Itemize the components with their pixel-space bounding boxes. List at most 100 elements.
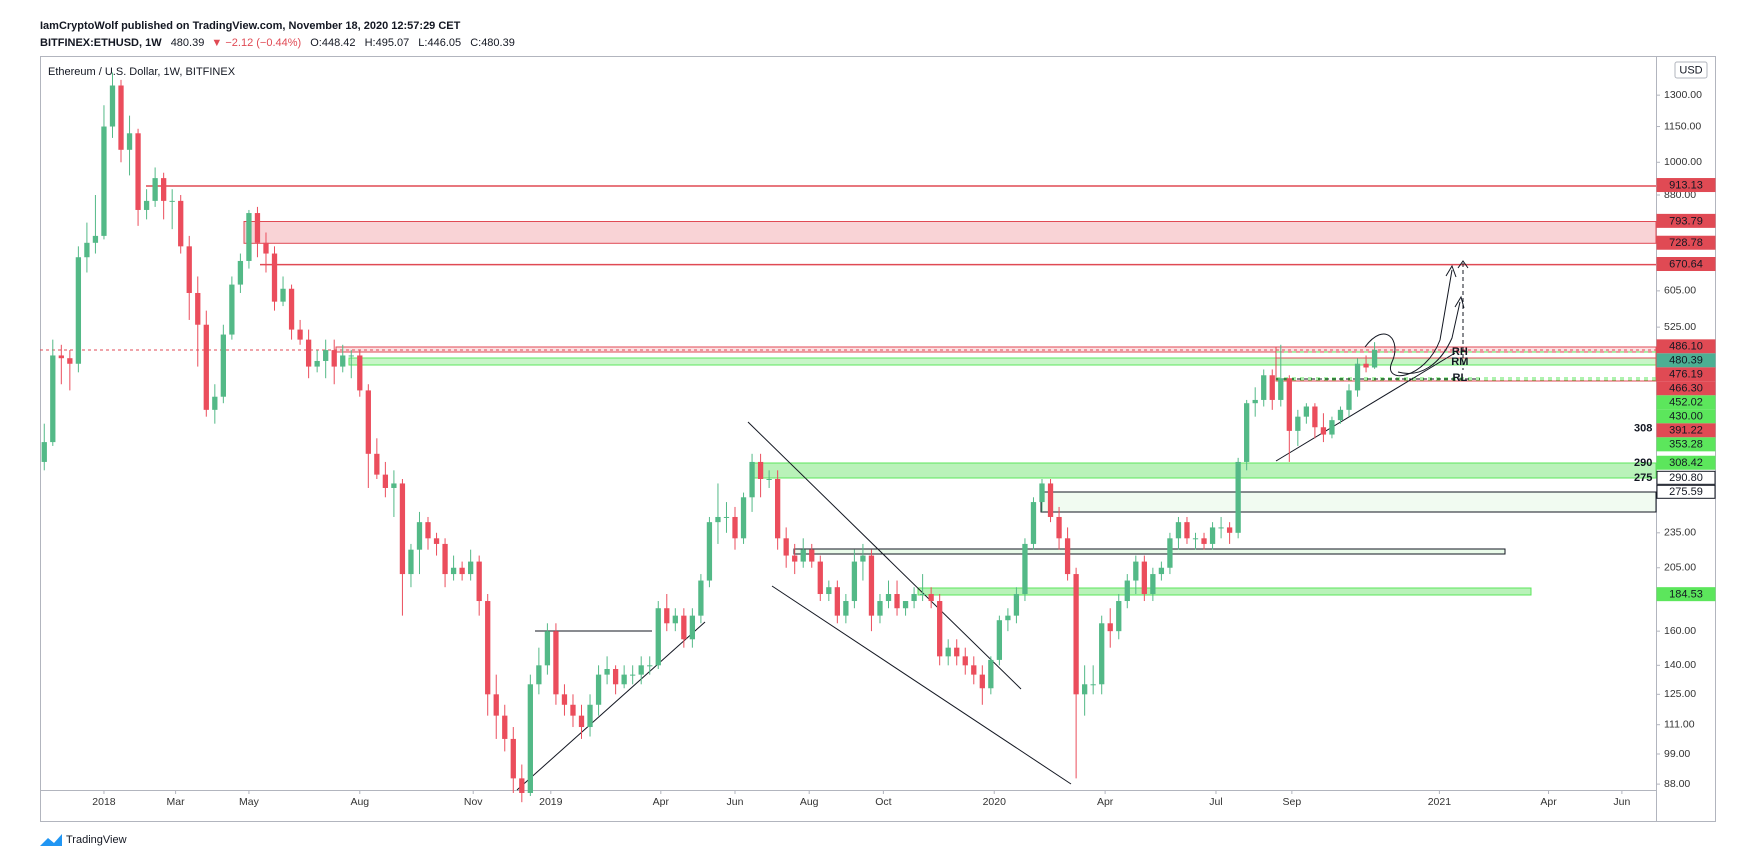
candle-body — [826, 587, 832, 595]
support-zone — [917, 587, 1532, 596]
candle-body — [868, 555, 875, 616]
candle-body — [800, 549, 806, 562]
candle-body — [1039, 483, 1045, 503]
y-tick-label: 125.00 — [1664, 688, 1696, 700]
projection-arrow — [1397, 301, 1461, 374]
candle-body — [143, 200, 150, 210]
candle-body — [544, 631, 551, 666]
x-tick-label: Aug — [350, 796, 369, 808]
candle-body — [689, 615, 696, 640]
candle-body — [416, 522, 423, 550]
candle-body — [595, 674, 602, 705]
ticks-layer: 88.00 99.00 111.00 125.00 140.00 160.00 205.00… — [92, 89, 1702, 808]
brand-logo — [40, 834, 62, 846]
candle-body — [715, 516, 721, 523]
price-tag — [1656, 178, 1716, 193]
candle-body — [1099, 623, 1105, 685]
candle-body — [152, 178, 158, 201]
candle-body — [58, 355, 64, 359]
candle-body — [996, 620, 1003, 660]
price-tag-label: 391.22 — [1669, 425, 1703, 437]
price-tag-label: 452.02 — [1669, 397, 1703, 409]
candle-body — [1158, 567, 1165, 575]
x-tick-label: 2020 — [983, 796, 1007, 808]
open: O:448.42 — [310, 37, 355, 49]
price-tag — [1656, 235, 1716, 250]
candle-body — [672, 615, 678, 624]
candle-body — [1278, 378, 1284, 400]
candle-body — [1192, 538, 1199, 540]
candle-body — [288, 288, 295, 330]
symbol-line: BITFINEX:ETHUSD, 1W 480.39 ▼ −2.12 (−0.4… — [40, 37, 515, 49]
candle-body — [101, 126, 107, 236]
candle-body — [459, 567, 465, 575]
y-tick-label: 1150.00 — [1664, 120, 1701, 132]
candle-body — [1269, 375, 1275, 400]
candle-body — [1013, 594, 1020, 616]
x-tick-label: Apr — [653, 796, 670, 808]
candle-body — [877, 601, 883, 616]
candle-body — [1090, 684, 1096, 686]
candle-body — [587, 704, 593, 728]
candle-body — [314, 360, 320, 367]
candle-body — [553, 631, 559, 695]
arrow-head — [1454, 295, 1465, 309]
trendline — [1275, 352, 1456, 462]
candle-body — [979, 674, 985, 689]
candle-body — [1047, 483, 1054, 517]
candle-body — [792, 555, 798, 562]
candle-body — [433, 538, 440, 544]
x-tick-label: Aug — [800, 796, 819, 808]
candle-body — [280, 288, 286, 302]
candle-body — [1184, 522, 1190, 539]
candle-body — [271, 253, 278, 302]
y-tick-label: 605.00 — [1664, 285, 1696, 297]
price-tag — [1656, 367, 1716, 382]
candle-body — [1329, 420, 1335, 435]
annotation: 290 — [1634, 457, 1652, 469]
last-price: 480.39 — [171, 37, 205, 49]
y-tick-label: 235.00 — [1664, 527, 1696, 539]
candle-body — [843, 601, 849, 616]
support-zone — [793, 548, 1506, 555]
candle-body — [365, 390, 371, 454]
y-tick-label: 525.00 — [1664, 321, 1696, 333]
annotation: RM — [1451, 356, 1468, 368]
candle-body — [323, 350, 329, 361]
candle-body — [1295, 416, 1301, 431]
candle-body — [851, 561, 858, 602]
candle-body — [860, 555, 866, 562]
annotation: RL — [1453, 372, 1468, 384]
candle-body — [809, 549, 815, 562]
candle-body — [391, 483, 397, 488]
candle-body — [621, 674, 627, 685]
candle-body — [749, 461, 755, 498]
candle-body — [297, 329, 303, 340]
candle-body — [1218, 527, 1224, 529]
trendline — [747, 421, 1022, 690]
levels-layer: 913.13 793.79 728.78 670.64 486.10 480.39 476.… — [1656, 178, 1716, 602]
price-tag-label: 486.10 — [1669, 341, 1703, 353]
candle-body — [195, 292, 201, 325]
x-tick-label: Jul — [1209, 796, 1222, 808]
candle-body — [408, 549, 414, 575]
y-tick-label: 160.00 — [1664, 625, 1696, 637]
candle-body — [604, 669, 610, 675]
candle-body — [254, 213, 261, 243]
candle-body — [919, 594, 926, 596]
range-box — [1275, 346, 1657, 382]
price-tag-label: 275.59 — [1669, 486, 1703, 498]
y-tick-label: 1300.00 — [1664, 89, 1702, 101]
candle-body — [954, 647, 960, 657]
candle-body — [493, 694, 499, 716]
candle-body — [1175, 522, 1182, 539]
x-tick-label: 2021 — [1428, 796, 1452, 808]
annotation: RH — [1452, 346, 1468, 358]
candle-body — [817, 561, 823, 595]
candle-body — [442, 543, 448, 575]
candle-body — [740, 497, 747, 539]
candle-body — [1082, 684, 1088, 695]
candle-body — [67, 358, 73, 364]
trendline — [771, 585, 1072, 785]
